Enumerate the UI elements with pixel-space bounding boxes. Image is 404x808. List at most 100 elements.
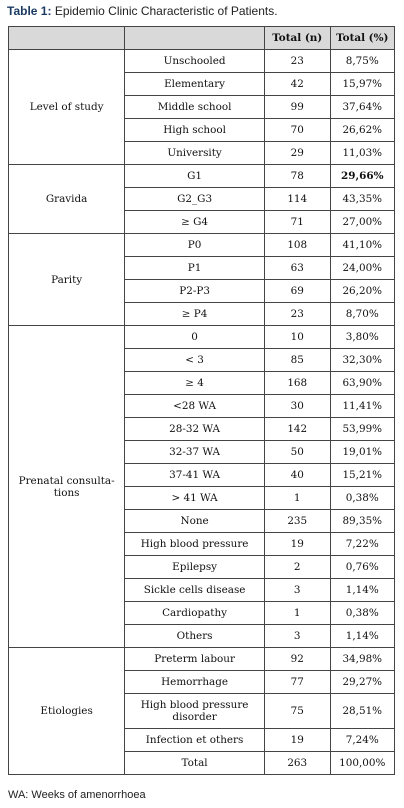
table-caption-text: Epidemio Clinic Characteristic of Patien… (54, 4, 278, 18)
total-n-cell: 69 (263, 279, 331, 303)
subcategory-cell: None (124, 509, 265, 533)
table-row: > 41 WA 1 0,38% (9, 486, 396, 510)
total-percent-cell: 29,66% (329, 164, 396, 188)
subcategory-cell: Hemorrhage (124, 670, 265, 694)
total-n-cell: 71 (263, 210, 331, 234)
total-n-cell: 63 (263, 256, 331, 280)
total-percent-cell: 11,41% (329, 394, 396, 418)
total-percent-cell: 26,62% (329, 118, 396, 142)
table-row: High blood pressure disorder 75 28,51% (9, 693, 396, 729)
total-n-cell: 23 (263, 49, 331, 73)
total-n-cell: 70 (263, 118, 331, 142)
table-row: ≥ G4 71 27,00% (9, 210, 396, 234)
header-total-n: Total (n) (263, 26, 331, 50)
total-percent-cell: 53,99% (329, 417, 396, 441)
table-row: Prenatal consulta-tions 0 10 3,80% (7, 325, 396, 648)
total-percent-cell: 41,10% (329, 233, 396, 257)
table-row: P1 63 24,00% (9, 256, 396, 280)
total-percent-cell: 0,76% (329, 555, 396, 579)
table-row: Parity P0 108 41,10% (7, 233, 396, 326)
table-row: Gravida G1 78 29,66% (7, 164, 396, 234)
subcategory-cell: Preterm labour (124, 647, 265, 671)
table-caption-label: Table 1: (7, 4, 52, 18)
subcategory-cell: P0 (124, 233, 265, 257)
total-percent-cell: 19,01% (329, 440, 396, 464)
total-n-cell: 42 (263, 72, 331, 96)
total-n-cell: 263 (263, 751, 331, 775)
table-row: Hemorrhage 77 29,27% (9, 670, 396, 694)
total-percent-cell: 32,30% (329, 348, 396, 372)
total-n-cell: 2 (263, 555, 331, 579)
header-category (7, 26, 126, 50)
total-n-cell: 50 (263, 440, 331, 464)
group-label: Parity (7, 233, 126, 326)
total-percent-cell: 24,00% (329, 256, 396, 280)
total-n-cell: 77 (263, 670, 331, 694)
group-label: Level of study (7, 49, 126, 165)
total-n-cell: 168 (263, 371, 331, 395)
total-n-cell: 114 (263, 187, 331, 211)
subcategory-cell: University (124, 141, 265, 165)
total-n-cell: 99 (263, 95, 331, 119)
subcategory-cell: P2-P3 (124, 279, 265, 303)
table-row: University 29 11,03% (9, 141, 396, 165)
total-percent-cell: 27,00% (329, 210, 396, 234)
total-percent-cell: 0,38% (329, 601, 396, 625)
total-n-cell: 29 (263, 141, 331, 165)
table-row: Elementary 42 15,97% (9, 72, 396, 96)
subcategory-cell: High blood pressure (124, 532, 265, 556)
group-label: Etiologies (7, 647, 126, 775)
table-row: High blood pressure 19 7,22% (9, 532, 396, 556)
table-row: Epilepsy 2 0,76% (9, 555, 396, 579)
subcategory-cell: 0 (124, 325, 265, 349)
subcategory-cell: < 3 (124, 348, 265, 372)
total-percent-cell: 63,90% (329, 371, 396, 395)
subcategory-cell: P1 (124, 256, 265, 280)
total-n-cell: 3 (263, 624, 331, 648)
subcategory-cell: > 41 WA (124, 486, 265, 510)
table-row: Etiologies Preterm labour 92 34,98% (7, 647, 396, 775)
subcategory-cell: ≥ G4 (124, 210, 265, 234)
subcategory-cell: Elementary (124, 72, 265, 96)
table-footnote: WA: Weeks of amenorrhoea (8, 789, 146, 801)
total-n-cell: 75 (263, 693, 331, 729)
total-percent-cell: 7,22% (329, 532, 396, 556)
total-percent-cell: 7,24% (329, 728, 396, 752)
table-row: Level of study Unschooled 23 8,75% (7, 49, 396, 165)
header-total-percent: Total (%) (329, 26, 396, 50)
total-n-cell: 85 (263, 348, 331, 372)
subcategory-cell: ≥ P4 (124, 302, 265, 326)
total-n-cell: 3 (263, 578, 331, 602)
table-row: Middle school 99 37,64% (9, 95, 396, 119)
table-row: Total 263 100,00% (9, 751, 396, 775)
table-row: < 3 85 32,30% (9, 348, 396, 372)
total-n-cell: 108 (263, 233, 331, 257)
total-percent-cell: 43,35% (329, 187, 396, 211)
subcategory-cell: Sickle cells disease (124, 578, 265, 602)
table-row: P2-P3 69 26,20% (9, 279, 396, 303)
subcategory-cell: Others (124, 624, 265, 648)
table-row: Infection et others 19 7,24% (9, 728, 396, 752)
group-label: Gravida (7, 164, 126, 234)
subcategory-cell: <28 WA (124, 394, 265, 418)
subcategory-cell: Middle school (124, 95, 265, 119)
subcategory-cell: 37-41 WA (124, 463, 265, 487)
total-percent-cell: 3,80% (329, 325, 396, 349)
total-percent-cell: 29,27% (329, 670, 396, 694)
total-n-cell: 142 (263, 417, 331, 441)
subcategory-cell: High school (124, 118, 265, 142)
total-percent-cell: 1,14% (329, 624, 396, 648)
subcategory-cell: Epilepsy (124, 555, 265, 579)
subcategory-cell: ≥ 4 (124, 371, 265, 395)
total-n-cell: 1 (263, 486, 331, 510)
subcategory-cell: Unschooled (124, 49, 265, 73)
total-percent-cell: 100,00% (329, 751, 396, 775)
total-percent-cell: 15,21% (329, 463, 396, 487)
header-subcategory (124, 26, 265, 50)
table-row: Sickle cells disease 3 1,14% (9, 578, 396, 602)
total-percent-cell: 1,14% (329, 578, 396, 602)
subcategory-cell: 28-32 WA (124, 417, 265, 441)
total-percent-cell: 11,03% (329, 141, 396, 165)
total-percent-cell: 8,75% (329, 49, 396, 73)
total-percent-cell: 37,64% (329, 95, 396, 119)
